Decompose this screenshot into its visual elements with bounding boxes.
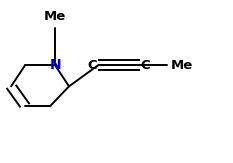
Text: C: C xyxy=(141,59,151,72)
Text: C: C xyxy=(87,59,97,72)
Text: N: N xyxy=(49,58,61,72)
Text: Me: Me xyxy=(44,10,66,23)
Text: Me: Me xyxy=(171,59,193,72)
